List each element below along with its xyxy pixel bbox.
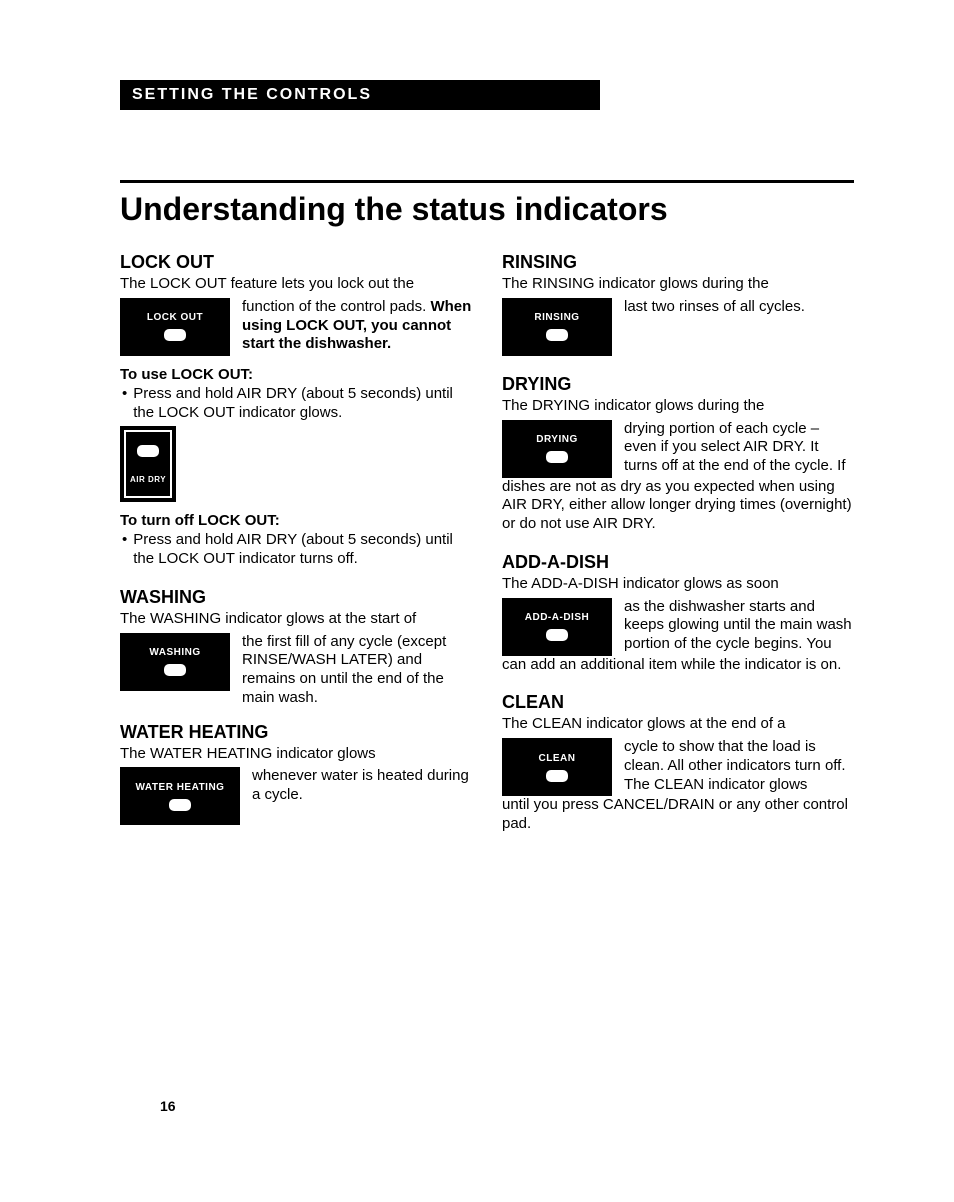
water-heating-heading: WATER HEATING <box>120 722 472 743</box>
led-icon <box>137 445 159 457</box>
addadish-intro: The ADD-A-DISH indicator glows as soon <box>502 575 854 594</box>
drying-indicator-icon: DRYING <box>502 420 612 478</box>
led-icon <box>164 664 186 676</box>
airdry-button-icon: AIR DRY <box>120 426 176 502</box>
water-heating-indicator-row: WATER HEATING whenever water is heated d… <box>120 767 472 825</box>
rinsing-side-text: last two rinses of all cycles. <box>624 298 805 317</box>
clean-indicator-label: CLEAN <box>539 753 576 764</box>
led-icon <box>169 799 191 811</box>
addadish-indicator-row: ADD-A-DISH as the dishwasher starts and … <box>502 598 854 656</box>
lockout-side-text: function of the control pads. When using… <box>242 298 472 354</box>
lockout-off-text: Press and hold AIR DRY (about 5 seconds)… <box>133 531 472 569</box>
rinsing-intro: The RINSING indicator glows during the <box>502 275 854 294</box>
clean-heading: CLEAN <box>502 692 854 713</box>
water-heating-indicator-icon: WATER HEATING <box>120 767 240 825</box>
addadish-indicator-icon: ADD-A-DISH <box>502 598 612 656</box>
washing-side-text: the first fill of any cycle (except RINS… <box>242 633 472 708</box>
rinsing-indicator-label: RINSING <box>534 312 579 323</box>
drying-indicator-label: DRYING <box>536 434 578 445</box>
airdry-label: AIR DRY <box>130 475 166 484</box>
addadish-side-text: as the dishwasher starts and keeps glowi… <box>624 598 854 654</box>
lockout-use-bullet: • Press and hold AIR DRY (about 5 second… <box>122 385 472 423</box>
rinsing-indicator-row: RINSING last two rinses of all cycles. <box>502 298 854 356</box>
drying-intro: The DRYING indicator glows during the <box>502 397 854 416</box>
addadish-continuation: can add an additional item while the ind… <box>502 656 854 675</box>
lockout-off-heading: To turn off LOCK OUT: <box>120 512 472 529</box>
page-title: Understanding the status indicators <box>120 191 854 228</box>
bullet-icon: • <box>122 385 127 423</box>
washing-indicator-icon: WASHING <box>120 633 230 691</box>
rinsing-heading: RINSING <box>502 252 854 273</box>
lockout-use-text: Press and hold AIR DRY (about 5 seconds)… <box>133 385 472 423</box>
led-icon <box>546 329 568 341</box>
rinsing-indicator-icon: RINSING <box>502 298 612 356</box>
lockout-use-heading: To use LOCK OUT: <box>120 366 472 383</box>
clean-side-text: cycle to show that the load is clean. Al… <box>624 738 854 794</box>
clean-intro: The CLEAN indicator glows at the end of … <box>502 715 854 734</box>
clean-indicator-icon: CLEAN <box>502 738 612 796</box>
airdry-button-row: AIR DRY <box>120 426 472 502</box>
clean-indicator-row: CLEAN cycle to show that the load is cle… <box>502 738 854 796</box>
lockout-intro: The LOCK OUT feature lets you lock out t… <box>120 275 472 294</box>
addadish-indicator-label: ADD-A-DISH <box>525 612 589 623</box>
left-column: LOCK OUT The LOCK OUT feature lets you l… <box>120 246 472 834</box>
led-icon <box>546 770 568 782</box>
water-heating-indicator-label: WATER HEATING <box>136 782 225 793</box>
right-column: RINSING The RINSING indicator glows duri… <box>502 246 854 834</box>
led-icon <box>164 329 186 341</box>
water-heating-intro: The WATER HEATING indicator glows <box>120 745 472 764</box>
drying-indicator-row: DRYING drying portion of each cycle – ev… <box>502 420 854 478</box>
washing-indicator-label: WASHING <box>149 647 200 658</box>
horizontal-rule <box>120 180 854 183</box>
led-icon <box>546 629 568 641</box>
lockout-off-bullet: • Press and hold AIR DRY (about 5 second… <box>122 531 472 569</box>
washing-indicator-row: WASHING the first fill of any cycle (exc… <box>120 633 472 708</box>
document-page: SETTING THE CONTROLS Understanding the s… <box>0 0 954 1202</box>
two-column-layout: LOCK OUT The LOCK OUT feature lets you l… <box>120 246 854 834</box>
led-icon <box>546 451 568 463</box>
page-number: 16 <box>160 1098 176 1114</box>
drying-continuation: dishes are not as dry as you expected wh… <box>502 478 854 534</box>
lockout-heading: LOCK OUT <box>120 252 472 273</box>
addadish-heading: ADD-A-DISH <box>502 552 854 573</box>
washing-intro: The WASHING indicator glows at the start… <box>120 610 472 629</box>
lockout-indicator-row: LOCK OUT function of the control pads. W… <box>120 298 472 356</box>
washing-heading: WASHING <box>120 587 472 608</box>
lockout-indicator-label: LOCK OUT <box>147 312 203 323</box>
water-heating-side-text: whenever water is heated during a cycle. <box>252 767 472 805</box>
clean-continuation: until you press CANCEL/DRAIN or any othe… <box>502 796 854 834</box>
drying-heading: DRYING <box>502 374 854 395</box>
lockout-indicator-icon: LOCK OUT <box>120 298 230 356</box>
bullet-icon: • <box>122 531 127 569</box>
drying-side-text: drying portion of each cycle – even if y… <box>624 420 854 476</box>
section-header-bar: SETTING THE CONTROLS <box>120 80 600 110</box>
